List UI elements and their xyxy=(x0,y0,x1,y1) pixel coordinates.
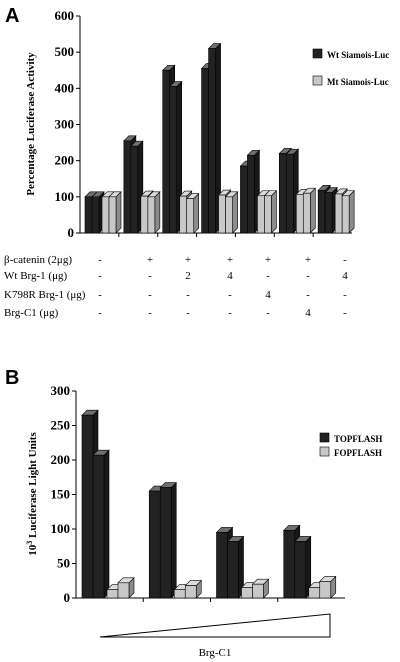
panel-a-condition-value: 2 xyxy=(185,270,191,282)
panel-a-bar-mt-siamois-luc xyxy=(263,190,278,234)
panel-a-condition-value: + xyxy=(265,254,271,266)
panel-b-letter: B xyxy=(5,367,19,389)
panel-a-y-tick-label: 600 xyxy=(55,8,75,23)
panel-b-gradient-wedge xyxy=(99,613,331,638)
panel-a-condition-value: 4 xyxy=(227,270,233,282)
panel-a-legend-swatch xyxy=(312,48,323,59)
panel-b-bar-topflash xyxy=(92,449,110,599)
panel-a-condition-label: Brg-C1 (μg) xyxy=(4,307,59,319)
panel-a-condition-value: - xyxy=(98,254,102,266)
panel-a: A 0 100 200 300 400 500 600 Percentage Lucifera… xyxy=(4,5,389,319)
panel-b-bar-fopflash xyxy=(117,577,135,599)
panel-a-y-tick-label: 400 xyxy=(55,80,75,95)
panel-a-condition-value: - xyxy=(186,289,190,301)
panel-a-condition-value: - xyxy=(228,289,232,301)
panel-b-bar-topflash xyxy=(159,481,177,599)
panel-a-condition-value: 4 xyxy=(342,270,348,282)
panel-a-legend-swatch xyxy=(312,75,323,86)
panel-b-bar-topflash xyxy=(294,535,312,599)
panel-a-condition-value: + xyxy=(305,254,311,266)
panel-a-condition-value: - xyxy=(148,289,152,301)
panel-b: B 0 50 100 150 200 250 300 103 Luciferase Light… xyxy=(5,367,382,659)
panel-a-condition-label: Wt Brg-1 (μg) xyxy=(4,270,67,282)
panel-a-condition-value: 4 xyxy=(265,289,271,301)
panel-a-condition-value: - xyxy=(343,254,347,266)
panel-a-y-tick-label: 300 xyxy=(55,117,75,132)
panel-a-condition-value: - xyxy=(343,307,347,319)
panel-b-bar-fopflash xyxy=(251,578,270,599)
panel-a-bar-mt-siamois-luc xyxy=(224,191,239,234)
panel-a-condition-value: - xyxy=(98,289,102,301)
panel-b-bar-fopflash xyxy=(184,579,202,599)
panel-b-bar-topflash xyxy=(226,535,245,599)
panel-b-y-tick-label: 100 xyxy=(51,521,71,536)
panel-a-bar-mt-siamois-luc xyxy=(185,192,200,234)
panel-a-y-tick-label: 100 xyxy=(55,189,75,204)
panel-a-y-tick-label: 0 xyxy=(68,225,75,240)
panel-b-x-axis-label: Brg-C1 xyxy=(199,647,232,659)
panel-a-y-tick-label: 500 xyxy=(55,44,75,59)
panel-b-y-axis-label: 103 Luciferase Light Units xyxy=(25,432,39,556)
panel-a-condition-value: 4 xyxy=(305,307,311,319)
panel-b-y-tick-label: 300 xyxy=(51,383,71,398)
panel-a-legend-label: Mt Siamois-Luc xyxy=(327,77,389,87)
panel-a-y-axis-label: Percentage Luciferase Activity xyxy=(25,52,37,196)
panel-a-condition-value: - xyxy=(266,270,270,282)
panel-b-legend-swatch xyxy=(319,446,330,457)
panel-a-condition-value: - xyxy=(148,270,152,282)
panel-a-condition-value: - xyxy=(98,307,102,319)
panel-a-y-tick-label: 200 xyxy=(55,153,75,168)
panel-b-y-tick-label: 50 xyxy=(57,556,70,571)
panel-a-bar-mt-siamois-luc xyxy=(108,191,122,234)
panel-a-condition-value: + xyxy=(227,254,233,266)
panel-a-bar-mt-siamois-luc xyxy=(341,190,355,234)
panel-a-condition-value: - xyxy=(306,270,310,282)
panel-a-condition-value: - xyxy=(266,307,270,319)
panel-a-condition-value: - xyxy=(186,307,190,319)
panel-a-bar-mt-siamois-luc xyxy=(302,187,317,234)
panel-a-condition-value: - xyxy=(228,307,232,319)
panel-a-condition-value: + xyxy=(147,254,153,266)
panel-a-condition-value: - xyxy=(306,289,310,301)
panel-b-y-tick-label: 200 xyxy=(51,452,71,467)
panel-b-legend-label: TOPFLASH xyxy=(334,434,382,444)
panel-b-legend-swatch xyxy=(319,432,330,443)
panel-a-condition-label: β-catenin (2μg) xyxy=(4,254,72,266)
panel-b-y-tick-label: 150 xyxy=(51,487,71,502)
panel-a-legend-label: Wt Siamois-Luc xyxy=(327,50,389,60)
panel-a-condition-value: - xyxy=(98,270,102,282)
panel-b-y-tick-label: 0 xyxy=(64,590,71,605)
panel-a-condition-value: - xyxy=(343,289,347,301)
panel-a-letter: A xyxy=(5,5,19,27)
panel-b-bar-fopflash xyxy=(319,575,337,599)
panel-a-bar-mt-siamois-luc xyxy=(147,191,161,234)
panel-a-condition-label: K798R Brg-1 (μg) xyxy=(4,289,86,301)
panel-b-legend-label: FOPFLASH xyxy=(334,448,382,458)
panel-a-condition-value: - xyxy=(148,307,152,319)
panel-a-condition-value: + xyxy=(185,254,191,266)
panel-b-y-tick-label: 250 xyxy=(51,418,71,433)
